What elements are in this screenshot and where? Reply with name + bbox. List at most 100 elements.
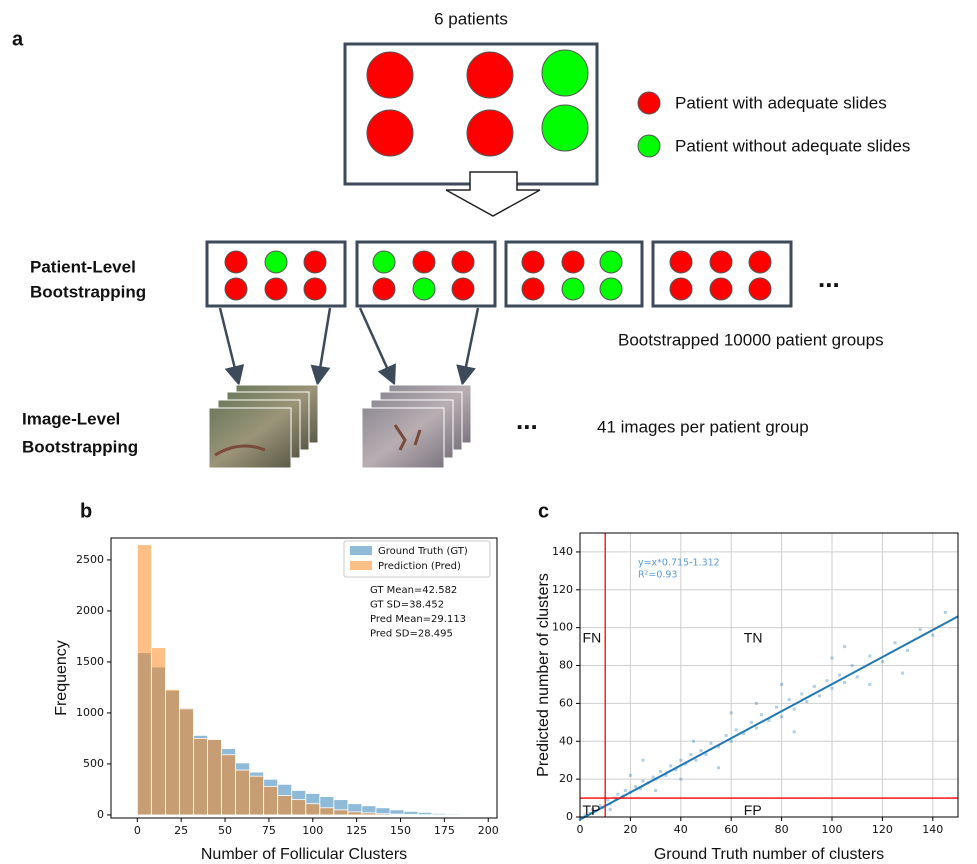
hist-bar xyxy=(362,813,376,815)
stat-annotation: GT SD=38.452 xyxy=(370,600,444,611)
patient xyxy=(367,52,413,98)
x-tick-label: 0 xyxy=(134,824,141,837)
point xyxy=(624,789,627,792)
point xyxy=(679,759,682,762)
point xyxy=(717,766,720,769)
point xyxy=(919,628,922,631)
hist-bar xyxy=(179,709,193,815)
ellipsis: ... xyxy=(818,263,840,293)
point xyxy=(944,611,947,614)
legend-swatch xyxy=(350,546,372,555)
point xyxy=(868,655,871,658)
x-tick-label: 75 xyxy=(262,824,276,837)
x-tick-label: 200 xyxy=(478,824,499,837)
panel-label: a xyxy=(12,28,24,50)
point xyxy=(755,727,758,730)
hist-bar xyxy=(404,814,418,815)
point xyxy=(642,780,645,783)
plot-frame xyxy=(580,533,958,817)
patient xyxy=(600,278,622,300)
hist-bar xyxy=(137,545,151,815)
point xyxy=(694,759,697,762)
stat-annotation: Pred Mean=29.113 xyxy=(370,614,466,625)
point xyxy=(793,730,796,733)
patient xyxy=(710,278,732,300)
quadrant-label: FP xyxy=(744,802,762,818)
x-tick-label: 40 xyxy=(674,823,688,836)
legend-marker xyxy=(638,92,660,114)
patient xyxy=(542,50,588,96)
patient xyxy=(225,278,247,300)
point xyxy=(730,711,733,714)
x-tick-label: 20 xyxy=(623,823,637,836)
point xyxy=(851,664,854,667)
point xyxy=(800,692,803,695)
point xyxy=(813,685,816,688)
legend-label: Ground Truth (GT) xyxy=(378,546,468,557)
hist-bar xyxy=(348,812,362,815)
image-stack xyxy=(362,385,471,468)
stat-annotation: Pred SD=28.495 xyxy=(370,629,453,640)
x-tick-label: 50 xyxy=(218,824,232,837)
patient xyxy=(749,251,771,273)
y-tick-label: 20 xyxy=(559,772,573,785)
hist-bar xyxy=(306,804,320,815)
point xyxy=(725,734,728,737)
hist-bar xyxy=(460,814,474,815)
point xyxy=(750,721,753,724)
patient xyxy=(413,278,435,300)
hist-bar xyxy=(292,800,306,815)
quadrant-label: TP xyxy=(583,802,601,818)
point xyxy=(931,634,934,637)
arrow xyxy=(318,308,330,381)
legend-label: Prediction (Pred) xyxy=(378,561,461,572)
y-tick-label: 0 xyxy=(566,810,573,823)
point xyxy=(831,687,834,690)
patient xyxy=(710,251,732,273)
y-tick-label: 60 xyxy=(559,696,573,709)
point xyxy=(825,679,828,682)
y-axis-label: Predicted number of clusters xyxy=(535,573,552,777)
x-tick-label: 60 xyxy=(724,823,738,836)
x-tick-label: 175 xyxy=(434,824,455,837)
point xyxy=(689,753,692,756)
point xyxy=(788,698,791,701)
ellipsis: ... xyxy=(516,405,538,435)
point xyxy=(868,683,871,686)
arrow xyxy=(360,308,393,381)
point xyxy=(616,793,619,796)
hist-bar xyxy=(151,648,165,815)
point xyxy=(659,770,662,773)
y-tick-label: 2000 xyxy=(76,604,104,617)
x-axis-label: Ground Truth number of clusters xyxy=(654,846,884,863)
patient xyxy=(452,278,474,300)
x-tick-label: 140 xyxy=(922,823,943,836)
y-tick-label: 0 xyxy=(97,808,104,821)
point xyxy=(901,672,904,675)
patient xyxy=(600,251,622,273)
y-tick-label: 500 xyxy=(83,757,104,770)
point xyxy=(894,641,897,644)
x-tick-label: 0 xyxy=(577,823,584,836)
point xyxy=(606,798,609,801)
hist-bar xyxy=(165,689,179,814)
point xyxy=(735,728,738,731)
point xyxy=(634,785,637,788)
y-tick-label: 140 xyxy=(552,545,573,558)
y-tick-label: 40 xyxy=(559,734,573,747)
y-tick-label: 120 xyxy=(552,583,573,596)
y-axis-label: Frequency xyxy=(53,640,70,716)
row-label: Bootstrapping xyxy=(30,282,146,301)
point xyxy=(642,759,645,762)
patient xyxy=(367,110,413,156)
point xyxy=(755,702,758,705)
patient xyxy=(562,251,584,273)
hist-bar xyxy=(376,814,390,815)
caption: Bootstrapped 10000 patient groups xyxy=(618,330,884,349)
arrow xyxy=(463,308,478,381)
panel-label: b xyxy=(80,500,92,522)
arrow xyxy=(220,308,238,381)
point xyxy=(881,660,884,663)
patient xyxy=(522,278,544,300)
